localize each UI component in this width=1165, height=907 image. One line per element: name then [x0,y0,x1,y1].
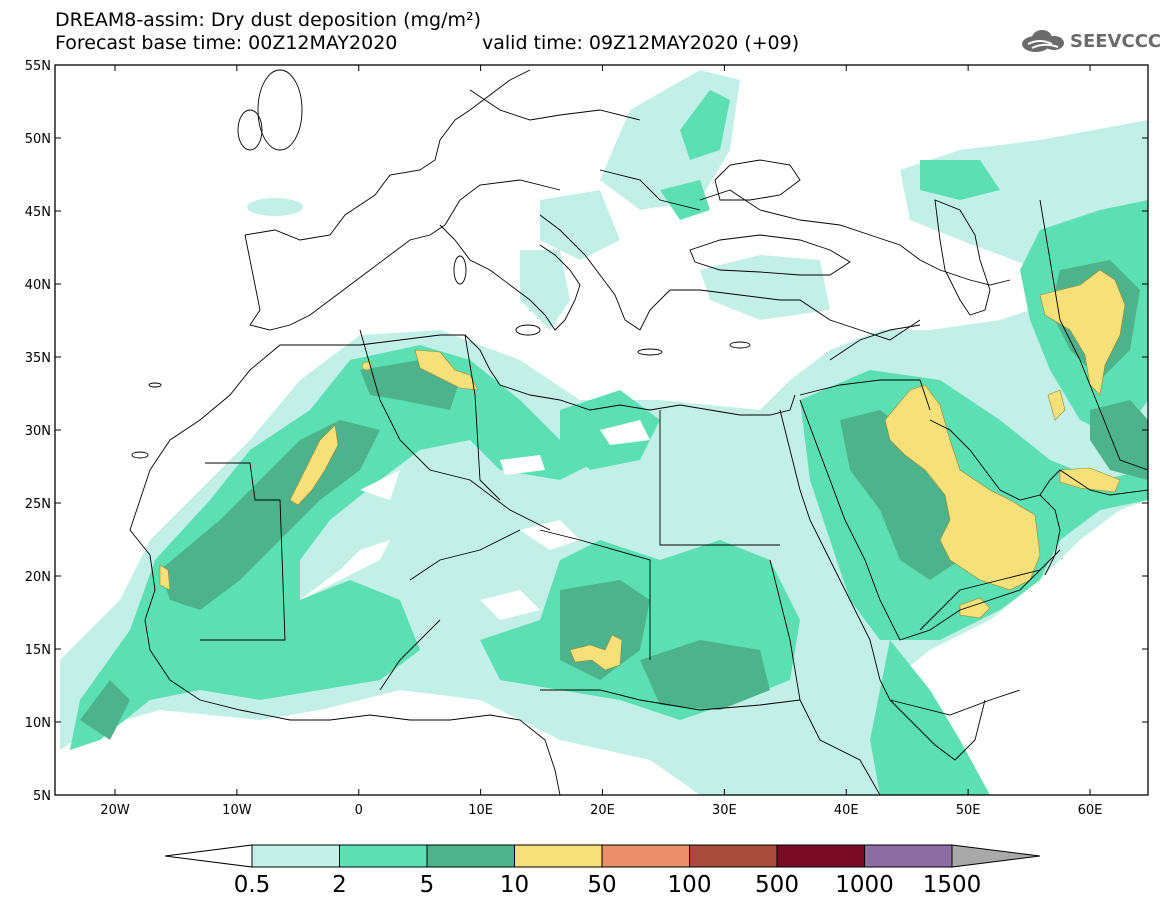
colorbar-box [689,844,778,868]
lon-label: 0 [355,803,363,818]
logo-text: SEEVCCC [1070,31,1162,52]
lon-label: 60E [1078,803,1103,818]
lat-label: 30N [25,424,51,439]
colorbar-level-label: 500 [755,872,799,898]
colorbar [164,844,1041,868]
lon-label: 40E [834,803,859,818]
lat-label: 40N [25,278,51,293]
colorbar-labels: 0.5 2 5 10 50 100 500 1000 1500 [0,872,1165,902]
dust-level-10-50 [159,269,1126,671]
colorbar-level-label: 1000 [835,872,894,898]
lon-label: 20W [100,803,130,818]
coastlines-borders [129,69,1148,795]
colorbar-box [514,844,603,868]
lat-label: 50N [25,132,51,147]
longitude-axis: 20W 10W 0 10E 20E 30E 40E 50E 60E [100,65,1102,818]
colorbar-level-label: 2 [332,872,347,898]
colorbar-arrow-high [951,844,1041,868]
seevccc-logo [1022,30,1064,52]
lat-label: 5N [33,789,51,804]
cloud-icon [1022,30,1064,52]
lon-label: 10E [468,803,493,818]
colorbar-level-label: 10 [499,872,530,898]
colorbar-level-label: 50 [587,872,617,898]
latitude-axis: 55N 50N 45N 40N 35N 30N 25N 20N 15N 10N 5N [25,59,1148,804]
colorbar-level-label: 100 [667,872,712,898]
lat-label: 35N [25,351,51,366]
lat-label: 55N [25,59,51,74]
dust-field [60,70,1148,795]
colorbar-level-label: 0.5 [233,872,271,898]
colorbar-box [251,844,340,868]
colorbar-box [339,844,428,868]
lat-label: 25N [25,497,51,512]
colorbar-box [426,844,515,868]
lat-label: 15N [25,643,51,658]
lat-label: 20N [25,570,51,585]
valid-time: valid time: 09Z12MAY2020 (+09) [482,32,800,54]
map-title: DREAM8-assim: Dry dust deposition (mg/m²… [55,9,482,31]
lon-label: 10W [222,803,252,818]
colorbar-box [864,844,953,868]
colorbar-box [776,844,865,868]
lon-label: 30E [712,803,737,818]
lon-label: 50E [956,803,981,818]
lat-label: 10N [25,716,51,731]
colorbar-arrow-low [164,844,253,868]
colorbar-level-label: 5 [419,872,435,898]
forecast-base-time: Forecast base time: 00Z12MAY2020 [55,32,398,54]
lon-label: 20E [590,803,615,818]
lat-label: 45N [25,205,51,220]
colorbar-box [601,844,690,868]
colorbar-level-label: 1500 [922,872,982,898]
clear-areas [300,420,650,620]
